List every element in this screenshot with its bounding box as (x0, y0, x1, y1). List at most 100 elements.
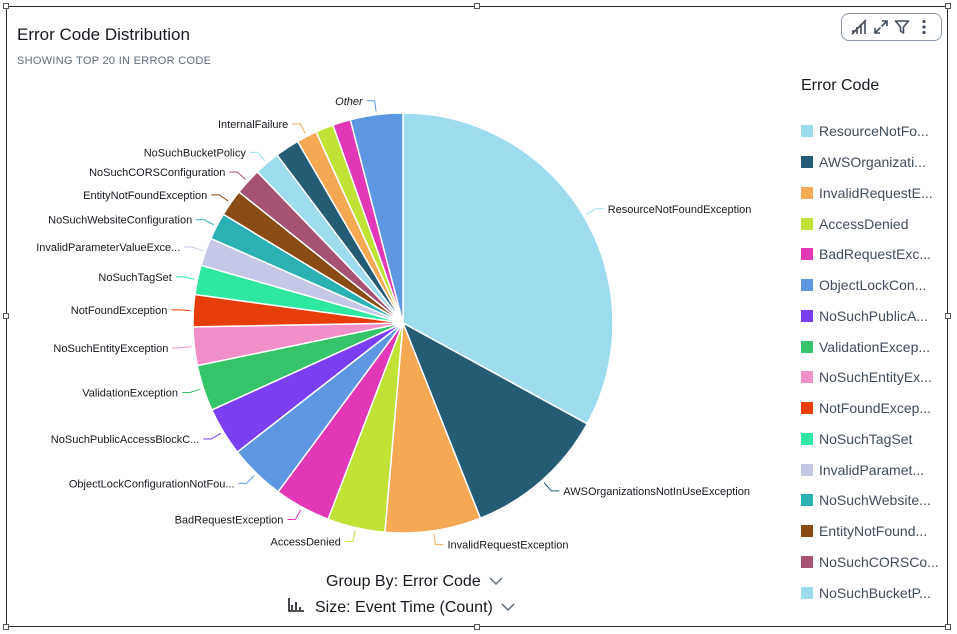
resize-handle-bottom-left[interactable] (3, 624, 9, 630)
slice-label: NoSuchEntityException (53, 343, 168, 355)
slice-label: InvalidParameterValueExce... (36, 242, 180, 254)
leader-line (292, 123, 306, 134)
leader-line (238, 475, 255, 484)
legend-item[interactable]: NoSuchTagSet (801, 424, 941, 455)
legend-label: NoSuchPublicA... (819, 307, 928, 324)
legend-swatch (801, 340, 813, 353)
legend-label: ObjectLockCon... (819, 277, 927, 294)
slice-label: NoSuchWebsiteConfiguration (48, 215, 192, 227)
legend-swatch (801, 371, 813, 384)
legend-swatch (801, 463, 813, 476)
resize-handle-top-right[interactable] (945, 3, 951, 9)
legend-item[interactable]: ValidationExcep... (801, 331, 941, 362)
legend-item[interactable]: AWSOrganizati... (801, 147, 941, 178)
legend-swatch (801, 525, 813, 538)
leader-line (171, 309, 191, 311)
legend-label: ResourceNotFo... (819, 123, 929, 140)
legend-item[interactable]: NotFoundExcep... (801, 393, 941, 424)
legend-item[interactable]: InvalidParamet... (801, 454, 941, 485)
legend-swatch (801, 186, 813, 199)
size-by-control[interactable]: Size: Event Time (Count) (287, 597, 515, 618)
legend-item[interactable]: EntityNotFound... (801, 516, 941, 547)
slice-label: Other (335, 96, 364, 108)
leader-line (211, 194, 229, 202)
slice-label: NoSuchCORSConfiguration (89, 167, 225, 179)
legend-label: NoSuchLifecycl... (819, 615, 939, 616)
slice-label: AWSOrganizationsNotInUseException (563, 486, 750, 498)
pie-slice[interactable] (402, 112, 614, 425)
legend-label: BadRequestExc... (819, 246, 932, 263)
more-options-icon[interactable] (915, 18, 933, 36)
legend-label: NoSuchBucketP... (819, 584, 931, 601)
legend-item[interactable]: NoSuchPublicA... (801, 301, 941, 332)
legend-swatch (801, 309, 813, 322)
chevron-down-icon (489, 573, 503, 591)
legend-item[interactable]: ObjectLockCon... (801, 270, 941, 301)
legend-item[interactable]: NoSuchWebsite... (801, 485, 941, 516)
pie-slice[interactable] (384, 322, 482, 534)
legend-swatch (801, 156, 813, 169)
slice-label: AccessDenied (271, 536, 341, 548)
resize-handle-top-left[interactable] (3, 3, 9, 9)
sort-icon (287, 597, 305, 618)
slice-label: NoSuchPublicAccessBlockC... (51, 434, 200, 446)
expand-icon[interactable] (872, 18, 890, 36)
legend-item[interactable]: BadRequestExc... (801, 239, 941, 270)
legend-item[interactable]: ResourceNotFo... (801, 116, 941, 147)
leader-line (203, 432, 222, 440)
legend-label: ValidationExcep... (819, 338, 931, 355)
chart-type-icon[interactable] (850, 18, 868, 36)
slice-label: NoSuchTagSet (98, 272, 171, 284)
leader-line (287, 509, 302, 520)
leader-line (184, 246, 203, 252)
legend-label: NoSuchCORSCo... (819, 553, 939, 570)
size-by-label: Size: Event Time (Count) (315, 598, 493, 616)
legend-item[interactable]: NoSuchCORSCo... (801, 547, 941, 578)
legend-label: InvalidRequestE... (819, 184, 933, 201)
legend-item[interactable]: NoSuchBucketP... (801, 577, 941, 608)
chart-title: Error Code Distribution (17, 25, 190, 44)
resize-handle-top[interactable] (474, 3, 480, 9)
leader-line (249, 151, 266, 162)
legend-title: Error Code (801, 77, 880, 94)
leader-line (229, 171, 246, 180)
legend-label: AccessDenied (819, 215, 909, 232)
slice-label: ResourceNotFoundException (608, 204, 752, 216)
legend-swatch (801, 248, 813, 261)
legend-label: EntityNotFound... (819, 523, 928, 540)
legend-swatch (801, 586, 813, 599)
legend-swatch (801, 125, 813, 138)
legend-swatch (801, 217, 813, 230)
pie-slice[interactable] (401, 321, 589, 520)
group-by-control[interactable]: Group By: Error Code (326, 573, 503, 591)
legend-item[interactable]: NoSuchEntityEx... (801, 362, 941, 393)
legend-swatch (801, 494, 813, 507)
leader-line (585, 208, 604, 215)
resize-handle-right[interactable] (945, 313, 951, 319)
slice-label: NotFoundException (71, 305, 168, 317)
slice-label: ObjectLockConfigurationNotFou... (69, 478, 235, 490)
leader-line (366, 100, 377, 112)
legend-label: NoSuchTagSet (819, 430, 913, 447)
legend-label: AWSOrganizati... (819, 154, 926, 171)
legend-item[interactable]: AccessDenied (801, 208, 941, 239)
legend-swatch (801, 402, 813, 415)
legend-swatch (801, 432, 813, 445)
legend-label: NotFoundExcep... (819, 400, 932, 417)
resize-handle-bottom[interactable] (474, 624, 480, 630)
pie-slice[interactable] (349, 112, 404, 324)
resize-handle-bottom-right[interactable] (945, 624, 951, 630)
slice-label: InternalFailure (218, 119, 288, 131)
resize-handle-left[interactable] (3, 313, 9, 319)
leader-line (543, 482, 560, 492)
legend-item[interactable]: InvalidRequestE... (801, 178, 941, 209)
filter-icon[interactable] (893, 18, 911, 36)
leader-line (196, 219, 215, 226)
legend-label: NoSuchEntityEx... (819, 369, 932, 386)
leader-line (175, 276, 195, 280)
slice-label: BadRequestException (175, 514, 284, 526)
legend: ResourceNotFo... AWSOrganizati... InvalidR… (801, 116, 941, 616)
chart-subtitle: SHOWING TOP 20 IN ERROR CODE (17, 55, 212, 67)
visual-toolbar (841, 13, 942, 41)
legend-item[interactable]: NoSuchLifecycl... (801, 608, 941, 616)
